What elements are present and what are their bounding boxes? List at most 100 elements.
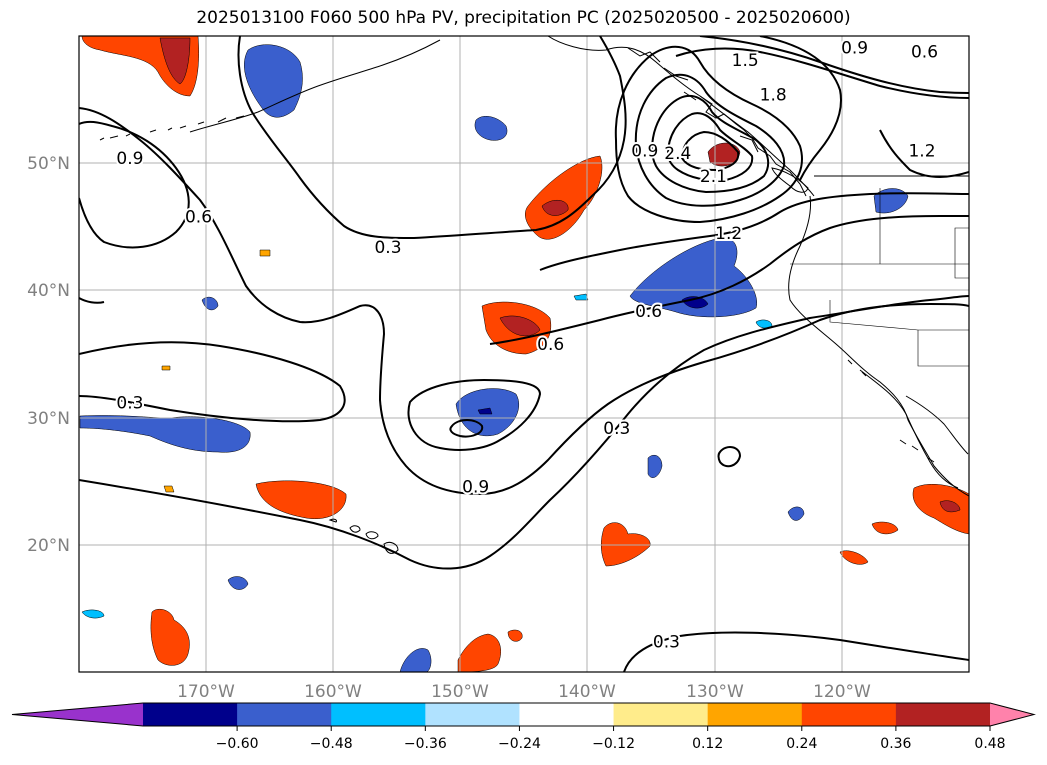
precip-pos-core bbox=[159, 37, 191, 85]
colorbar-outline bbox=[11, 702, 1036, 727]
precip-pos-blob bbox=[525, 155, 603, 240]
alaska-peninsula-coast bbox=[189, 39, 441, 133]
lon-label-130w: 130°W bbox=[686, 682, 744, 702]
pv-contour-labels: 0.90.60.30.30.60.60.90.30.9 2.42.11.21.51… bbox=[114, 36, 940, 654]
pv-contour-label: 1.2 bbox=[715, 224, 742, 244]
pv-contour-0.3-north bbox=[237, 36, 627, 240]
precip-pos-blob bbox=[871, 521, 899, 535]
precip-pos-core bbox=[499, 315, 541, 337]
colorbar-tick-label: −0.36 bbox=[404, 736, 447, 752]
pv-contour-label: 2.1 bbox=[700, 167, 727, 187]
us-state-borders bbox=[790, 188, 969, 367]
pv-contour-0.6 bbox=[79, 107, 969, 496]
pv-contour-label: 0.3 bbox=[374, 238, 401, 258]
pv-contour-label: 0.9 bbox=[462, 477, 489, 497]
map-frame bbox=[78, 35, 970, 673]
lon-label-170w: 170°W bbox=[177, 682, 235, 702]
pv-contour-label: 0.9 bbox=[116, 149, 143, 169]
colorbar-segment bbox=[425, 703, 520, 726]
colorbar: −0.60 −0.48 −0.36 −0.24 −0.12 0.12 0.24 0.36 0.4… bbox=[11, 702, 1036, 752]
lat-label-50n: 50°N bbox=[27, 154, 70, 174]
pv-contour-trough-core-4 bbox=[666, 112, 754, 182]
pv-contour-label: 1.8 bbox=[760, 86, 787, 106]
mexico-coast-islands bbox=[847, 359, 935, 463]
colorbar-tick-label: −0.60 bbox=[216, 736, 259, 752]
lat-label-20n: 20°N bbox=[27, 536, 70, 556]
pv-contour-label: 2.4 bbox=[664, 144, 691, 164]
pv-contour-label: 0.9 bbox=[631, 142, 658, 162]
precip-neg-blob bbox=[755, 319, 773, 329]
precip-pos-core bbox=[939, 500, 961, 513]
pv-contour-label: 0.6 bbox=[537, 335, 564, 355]
precip-neg-blob bbox=[79, 415, 251, 453]
precip-neg-blob bbox=[474, 116, 508, 141]
pv-contour-label: 0.6 bbox=[635, 302, 662, 322]
precip-neg-blob bbox=[201, 296, 219, 311]
lat-label-30n: 30°N bbox=[27, 409, 70, 429]
lon-label-160w: 160°W bbox=[304, 682, 362, 702]
precip-pos-blob bbox=[457, 633, 501, 672]
precip-pos-blob bbox=[255, 480, 347, 520]
colorbar-extend-min bbox=[12, 703, 143, 726]
pv-contour-label: 0.3 bbox=[603, 419, 630, 439]
lon-label-120w: 120°W bbox=[813, 682, 871, 702]
colorbar-segment bbox=[519, 703, 615, 726]
precip-pos-core bbox=[541, 199, 569, 216]
pv-contour-label: 1.2 bbox=[908, 142, 935, 162]
baja-peninsula bbox=[859, 369, 969, 489]
precip-neg-blob bbox=[647, 455, 663, 478]
pv-contour-0.9-trough bbox=[539, 192, 969, 271]
latitude-labels: 50°N 40°N 30°N 20°N bbox=[27, 154, 70, 556]
colorbar-segment bbox=[143, 703, 238, 726]
pv-contour-0.6-trough bbox=[489, 214, 969, 345]
precip-neg-core bbox=[477, 407, 493, 415]
precip-neg-blob bbox=[787, 506, 805, 521]
precip-positive-areas bbox=[81, 36, 969, 672]
hawaiian-islands bbox=[328, 518, 399, 554]
pv-contour-label: 0.9 bbox=[841, 38, 868, 58]
colorbar-tick-label: −0.12 bbox=[592, 736, 635, 752]
precip-pos-blob bbox=[259, 249, 271, 257]
precip-pos-blob bbox=[601, 522, 651, 567]
pv-contour-1.5-ridge bbox=[675, 47, 969, 99]
precip-pos-blob bbox=[507, 629, 523, 642]
colorbar-tick-label: −0.48 bbox=[310, 736, 353, 752]
pv-contours bbox=[79, 36, 969, 672]
bc-coast-islands bbox=[699, 95, 807, 197]
pv-contour-1.2-east bbox=[879, 129, 969, 178]
precip-neg-blob bbox=[227, 576, 249, 590]
pv-contour-trough-core-3 bbox=[650, 94, 770, 194]
map-title: 2025013100 F060 500 hPa PV, precipitatio… bbox=[196, 8, 851, 28]
pv-contour-0.3-bottom bbox=[623, 631, 969, 672]
pv-contour-label: 0.6 bbox=[185, 208, 212, 228]
precip-neg-blob bbox=[399, 648, 432, 672]
colorbar-segment bbox=[331, 703, 426, 726]
precip-neg-blob bbox=[81, 609, 105, 619]
pv-contour-label: 1.5 bbox=[732, 51, 759, 71]
precip-neg-blob bbox=[573, 293, 589, 301]
pv-contour-trough-core-5 bbox=[680, 130, 740, 172]
pv-contour-0.3-south bbox=[79, 341, 346, 423]
aleutian-islands bbox=[99, 115, 245, 141]
pv-contour-small-loop bbox=[717, 446, 742, 468]
precip-pos-blob bbox=[161, 365, 171, 371]
precip-pos-core bbox=[707, 142, 741, 167]
colorbar-extend-max bbox=[990, 703, 1034, 726]
precip-pos-blob bbox=[839, 550, 869, 565]
us-west-coast bbox=[788, 195, 969, 497]
colorbar-tick-label: 0.24 bbox=[786, 736, 817, 752]
pv-contour-trough-core-2 bbox=[634, 73, 786, 207]
pv-contour-trough-core-1 bbox=[614, 45, 803, 224]
pv-contour-label: 0.3 bbox=[653, 633, 680, 653]
lon-label-140w: 140°W bbox=[558, 682, 616, 702]
precip-negative-areas bbox=[79, 44, 909, 672]
colorbar-segment bbox=[707, 703, 803, 726]
precip-neg-blob bbox=[873, 188, 909, 214]
pv-contour-label: 0.3 bbox=[116, 393, 143, 413]
pv-contour-1.2-ridge bbox=[699, 36, 969, 94]
colorbar-tick-label: −0.24 bbox=[498, 736, 541, 752]
precip-pos-blob bbox=[150, 609, 190, 666]
colorbar-segment bbox=[801, 703, 897, 726]
lat-label-40n: 40°N bbox=[27, 281, 70, 301]
